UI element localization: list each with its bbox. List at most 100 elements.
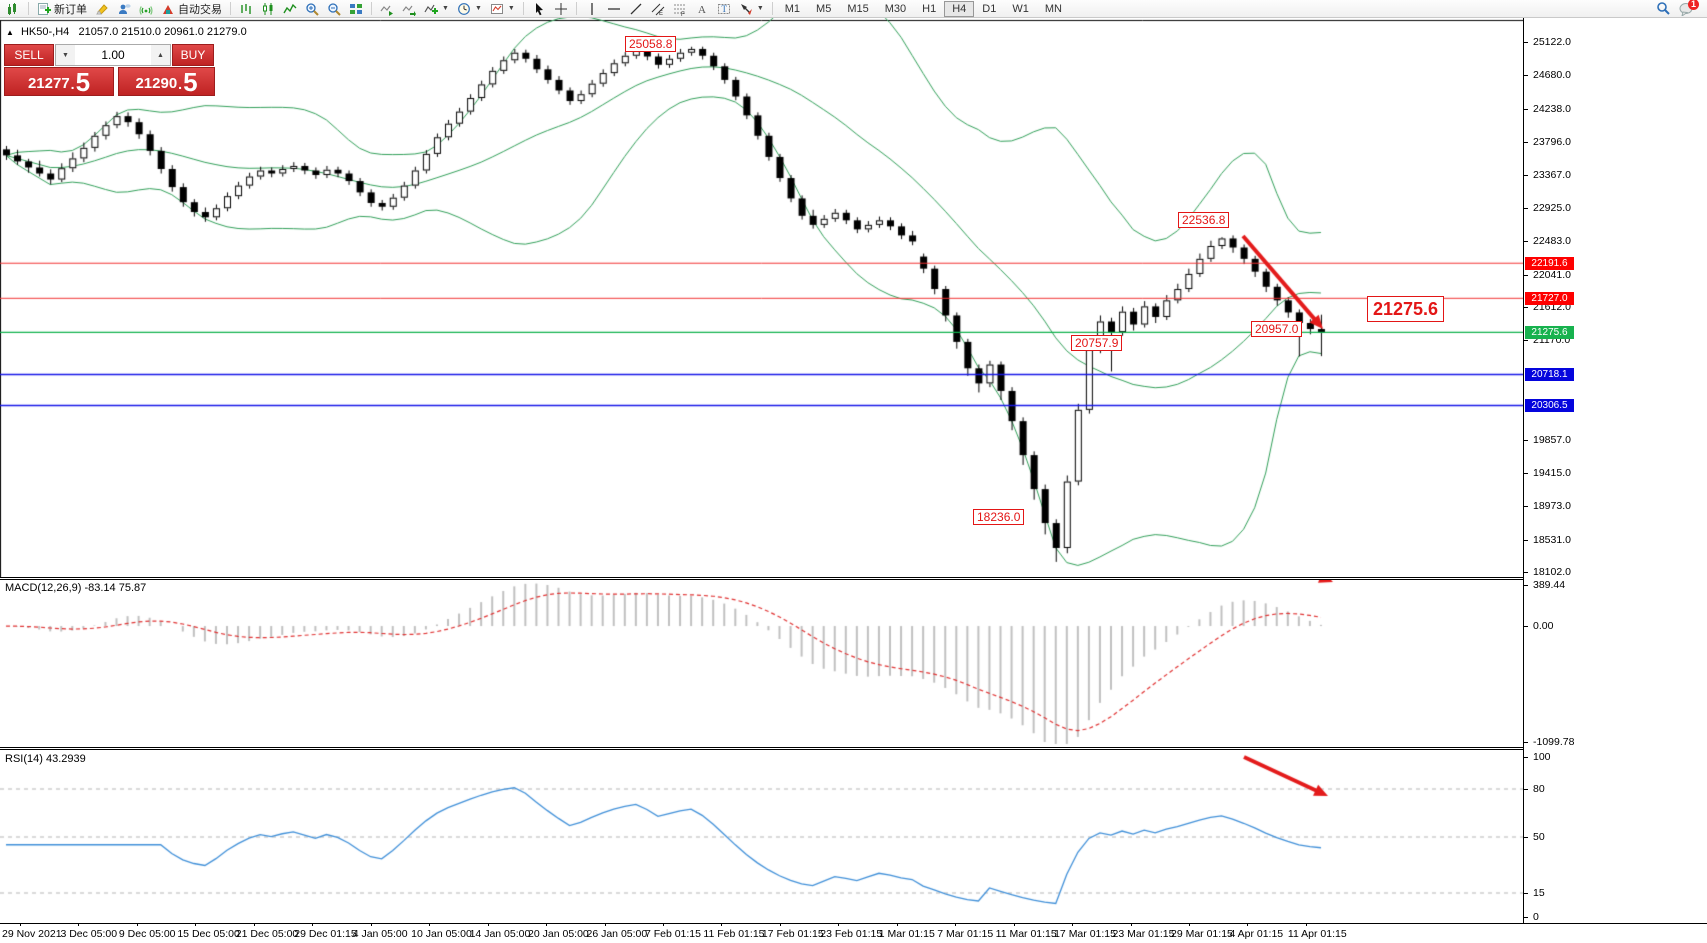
trendline-tool-button[interactable] — [625, 1, 647, 17]
zoom-out-button[interactable] — [323, 1, 345, 17]
rsi-indicator-canvas[interactable] — [0, 750, 1523, 923]
auto-scroll-icon — [380, 5, 393, 16]
time-axis-tick — [78, 923, 80, 926]
bar-chart-mode-button[interactable] — [235, 1, 257, 17]
macd-indicator-canvas[interactable] — [0, 580, 1523, 747]
price-chart-canvas[interactable] — [0, 18, 1523, 577]
timeframe-m15-button[interactable]: M15 — [839, 1, 876, 17]
signals-button[interactable] — [135, 1, 157, 17]
price-axis-line[interactable] — [1523, 18, 1524, 923]
price-label-annotation[interactable]: 20957.0 — [1251, 321, 1303, 337]
chart-shift-button[interactable] — [398, 1, 420, 17]
tile-windows-button[interactable] — [345, 1, 367, 17]
highlighter-button[interactable] — [91, 1, 113, 17]
volume-input[interactable] — [75, 47, 151, 63]
toolbar-separator — [575, 2, 577, 15]
periods-button[interactable]: ▼ — [453, 1, 486, 17]
timeframe-h4-button[interactable]: H4 — [944, 0, 975, 17]
rsi-axis-label: 50 — [1533, 831, 1545, 843]
price-axis-tick — [1523, 241, 1528, 243]
fibonacci-icon: F — [673, 4, 686, 16]
horizontal-line-icon — [607, 7, 620, 10]
vertical-line-tool-button[interactable] — [581, 1, 603, 17]
notifications-button[interactable]: 1 — [1675, 0, 1699, 17]
horizontal-line-tool-button[interactable] — [603, 1, 625, 17]
timeframe-h1-button[interactable]: H1 — [914, 1, 944, 17]
timeframe-mn-button[interactable]: MN — [1037, 1, 1070, 17]
time-axis-label: 23 Mar 01:15 — [1112, 928, 1175, 940]
timeframe-m5-button[interactable]: M5 — [808, 1, 839, 17]
buy-price-box[interactable]: 21290 . 5 — [118, 67, 215, 96]
timeframe-w1-button[interactable]: W1 — [1004, 1, 1037, 17]
price-label-annotation[interactable]: 22536.8 — [1178, 212, 1230, 228]
panel-separator[interactable] — [0, 747, 1523, 750]
time-axis-label: 10 Jan 05:00 — [411, 928, 472, 940]
price-label-annotation[interactable]: 25058.8 — [625, 36, 677, 52]
time-axis-tick — [1247, 923, 1249, 926]
rsi-axis-tick — [1523, 893, 1528, 894]
time-axis-tick — [20, 923, 21, 926]
volume-increase-button[interactable]: ▲ — [151, 45, 170, 65]
crosshair-tool-button[interactable] — [550, 1, 572, 17]
collapse-panel-icon[interactable]: ▲ — [6, 28, 14, 37]
price-level-badge: 20306.5 — [1525, 399, 1574, 413]
new-chart-button[interactable] — [2, 1, 24, 17]
candlestick-mode-button[interactable] — [257, 1, 279, 17]
channel-tool-button[interactable]: E — [647, 1, 669, 17]
buy-price-frac: 5 — [183, 67, 198, 97]
price-label-annotation[interactable]: 21275.6 — [1367, 296, 1445, 322]
new-order-button[interactable]: 新订单 — [33, 1, 91, 17]
price-axis-tick — [1523, 439, 1528, 441]
time-axis-label: 7 Feb 01:15 — [644, 928, 701, 940]
account-cloud-icon — [119, 3, 131, 14]
toolbar-separator — [28, 2, 29, 15]
text-tool-button[interactable]: A — [691, 1, 713, 17]
price-level-badge: 21727.0 — [1525, 291, 1574, 305]
trade-accounts-button[interactable] — [113, 1, 135, 17]
candlestick-icon — [263, 2, 273, 15]
timeframe-m1-button[interactable]: M1 — [777, 1, 808, 17]
line-chart-mode-button[interactable] — [279, 1, 301, 17]
time-axis-tick — [896, 923, 898, 926]
text-label-tool-button[interactable]: T — [713, 1, 735, 17]
price-level-badge: 22191.6 — [1525, 256, 1574, 270]
price-axis-tick — [1523, 174, 1528, 176]
zoom-in-button[interactable] — [301, 1, 323, 17]
fibonacci-tool-button[interactable]: F — [669, 1, 691, 17]
dropdown-caret-icon: ▼ — [507, 5, 515, 12]
price-axis-tick — [1523, 307, 1528, 308]
time-axis-label: 11 Apr 01:15 — [1287, 928, 1347, 940]
dropdown-caret-icon: ▼ — [756, 5, 764, 12]
time-axis-tick — [1013, 923, 1015, 926]
buy-button[interactable]: BUY — [172, 44, 214, 66]
templates-button[interactable]: ▼ — [486, 1, 519, 17]
indicators-button[interactable]: ▼ — [420, 1, 453, 17]
clock-icon — [458, 2, 470, 15]
price-separator: . — [178, 76, 183, 92]
time-axis-label: 29 Nov 2021 — [2, 928, 62, 940]
time-axis-tick — [312, 923, 314, 926]
arrows-tool-button[interactable]: ▼ — [735, 1, 768, 17]
equidistant-channel-icon: E — [651, 3, 665, 16]
price-label-annotation[interactable]: 20757.9 — [1071, 335, 1123, 351]
time-axis-label: 4 Apr 01:15 — [1229, 928, 1284, 940]
volume-decrease-button[interactable]: ▼ — [56, 45, 75, 65]
timeframe-d1-button[interactable]: D1 — [974, 1, 1004, 17]
volume-spinner: ▼ ▲ — [55, 44, 171, 66]
timeframe-m30-button[interactable]: M30 — [877, 1, 914, 17]
price-axis-label: 19857.0 — [1533, 433, 1571, 446]
auto-trading-button[interactable]: 自动交易 — [157, 1, 226, 17]
highlighter-icon — [96, 3, 108, 15]
price-label-annotation[interactable]: 18236.0 — [973, 509, 1025, 525]
auto-scroll-button[interactable] — [376, 1, 398, 17]
tile-windows-icon — [350, 3, 362, 14]
panel-separator[interactable] — [0, 577, 1523, 580]
sell-price-box[interactable]: 21277 . 5 — [4, 67, 114, 96]
timeframe-group: M1 M5 M15 M30 H1 H4 D1 W1 MN — [777, 0, 1070, 17]
time-axis-label: 11 Feb 01:15 — [703, 928, 765, 940]
cursor-tool-button[interactable] — [528, 1, 550, 17]
vertical-line-icon — [591, 2, 593, 15]
sell-button[interactable]: SELL — [4, 44, 54, 66]
search-button[interactable] — [1652, 1, 1675, 17]
price-axis-label: 22925.0 — [1533, 201, 1571, 214]
